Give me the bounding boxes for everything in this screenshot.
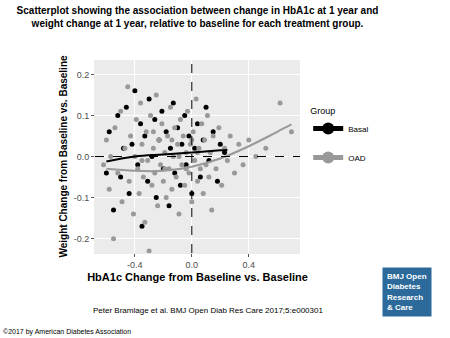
svg-text:Peter Bramlage et al. BMJ Open: Peter Bramlage et al. BMJ Open Diab Res …	[93, 306, 323, 315]
svg-text:HbA1c Change from Baseline vs.: HbA1c Change from Baseline vs. Baseline	[87, 271, 308, 283]
svg-text:0.0: 0.0	[77, 152, 90, 162]
svg-text:Weight Change from Baseline vs: Weight Change from Baseline vs. Baseline	[58, 55, 69, 258]
svg-text:OAD: OAD	[348, 154, 366, 163]
svg-text:©2017 by American Diabetes Ass: ©2017 by American Diabetes Association	[3, 328, 131, 336]
svg-text:Group: Group	[310, 106, 335, 116]
svg-text:0.2: 0.2	[77, 70, 90, 80]
svg-text:0.1: 0.1	[77, 111, 90, 121]
svg-text:Basal: Basal	[348, 125, 368, 134]
svg-text:-0.4: -0.4	[127, 260, 143, 270]
svg-text:0.0: 0.0	[186, 260, 199, 270]
svg-text:Scatterplot showing the associ: Scatterplot showing the association betw…	[17, 5, 379, 29]
svg-text:BMJ OpenDiabetesResearch& Care: BMJ OpenDiabetesResearch& Care	[387, 272, 427, 312]
svg-text:0.4: 0.4	[242, 260, 255, 270]
svg-text:-0.2: -0.2	[74, 234, 90, 244]
svg-text:-0.1: -0.1	[74, 193, 90, 203]
